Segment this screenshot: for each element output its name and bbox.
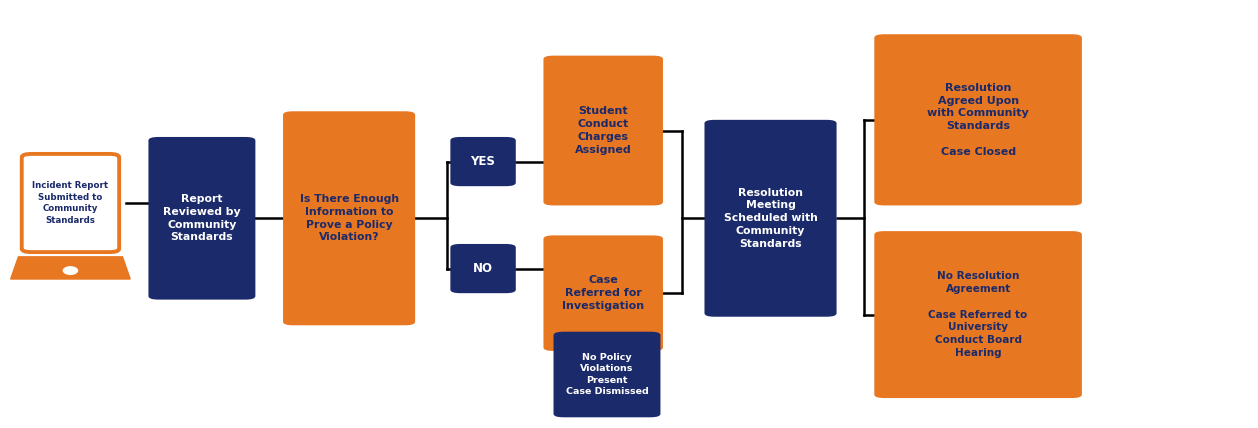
Text: Is There Enough
Information to
Prove a Policy
Violation?: Is There Enough Information to Prove a P… (299, 194, 399, 243)
FancyBboxPatch shape (450, 137, 516, 186)
FancyBboxPatch shape (704, 120, 837, 317)
Text: No Resolution
Agreement

Case Referred to
University
Conduct Board
Hearing: No Resolution Agreement Case Referred to… (928, 271, 1028, 358)
Text: YES: YES (470, 155, 496, 168)
FancyBboxPatch shape (21, 154, 120, 252)
FancyBboxPatch shape (283, 111, 415, 325)
FancyBboxPatch shape (148, 137, 255, 300)
FancyBboxPatch shape (554, 332, 660, 417)
Text: Incident Report
Submitted to
Community
Standards: Incident Report Submitted to Community S… (33, 181, 108, 225)
FancyBboxPatch shape (543, 235, 663, 351)
FancyBboxPatch shape (543, 56, 663, 205)
Text: Resolution
Agreed Upon
with Community
Standards

Case Closed: Resolution Agreed Upon with Community St… (927, 83, 1029, 157)
Text: Report
Reviewed by
Community
Standards: Report Reviewed by Community Standards (164, 194, 240, 243)
FancyBboxPatch shape (450, 244, 516, 293)
Text: NO: NO (473, 262, 493, 275)
Text: Case
Referred for
Investigation: Case Referred for Investigation (562, 275, 644, 311)
FancyBboxPatch shape (874, 231, 1082, 398)
Ellipse shape (62, 265, 79, 276)
Text: Student
Conduct
Charges
Assigned: Student Conduct Charges Assigned (575, 106, 632, 155)
Text: No Policy
Violations
Present
Case Dismissed: No Policy Violations Present Case Dismis… (566, 353, 648, 396)
FancyBboxPatch shape (874, 34, 1082, 205)
Text: Resolution
Meeting
Scheduled with
Community
Standards: Resolution Meeting Scheduled with Commun… (723, 188, 818, 249)
Polygon shape (10, 257, 131, 279)
